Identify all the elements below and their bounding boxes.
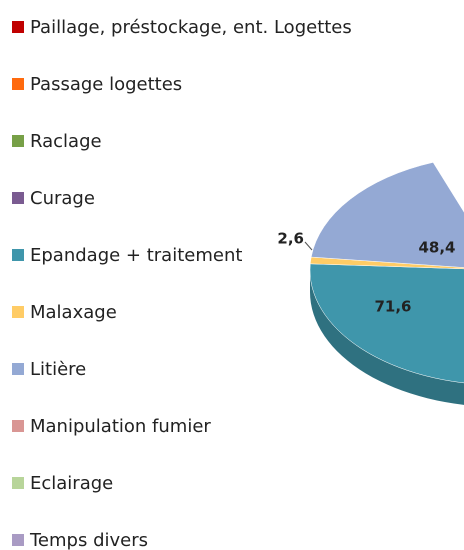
legend-label: Temps divers bbox=[29, 530, 148, 550]
legend-swatch bbox=[12, 78, 24, 90]
legend-swatch bbox=[12, 192, 24, 204]
legend-swatch bbox=[12, 249, 24, 261]
pie-slice bbox=[309, 263, 464, 384]
pie-slice bbox=[310, 162, 464, 268]
legend-swatch bbox=[12, 477, 24, 489]
legend-label: Curage bbox=[30, 188, 95, 209]
data-label: 2,6 bbox=[277, 230, 304, 248]
pie-slice-side bbox=[310, 270, 464, 405]
legend-label: Manipulation fumier bbox=[30, 416, 211, 437]
legend-label: Paillage, préstockage, ent. Logettes bbox=[30, 17, 352, 38]
legend-label: Raclage bbox=[30, 131, 102, 152]
legend-label: Eclairage bbox=[30, 473, 113, 494]
legend-swatch bbox=[12, 363, 24, 375]
data-label: 71,6 bbox=[374, 298, 411, 316]
data-label: 48,4 bbox=[418, 239, 455, 257]
legend-swatch bbox=[12, 306, 24, 318]
legend-label: Epandage + traitement bbox=[30, 245, 242, 266]
legend-label: Malaxage bbox=[30, 302, 117, 323]
leader-line bbox=[304, 241, 313, 251]
legend-label: Passage logettes bbox=[30, 74, 182, 95]
legend-swatch bbox=[12, 21, 24, 33]
legend-swatch bbox=[12, 534, 24, 546]
legend-label: Litière bbox=[30, 359, 86, 380]
legend-swatch bbox=[12, 135, 24, 147]
legend-swatch bbox=[12, 420, 24, 432]
